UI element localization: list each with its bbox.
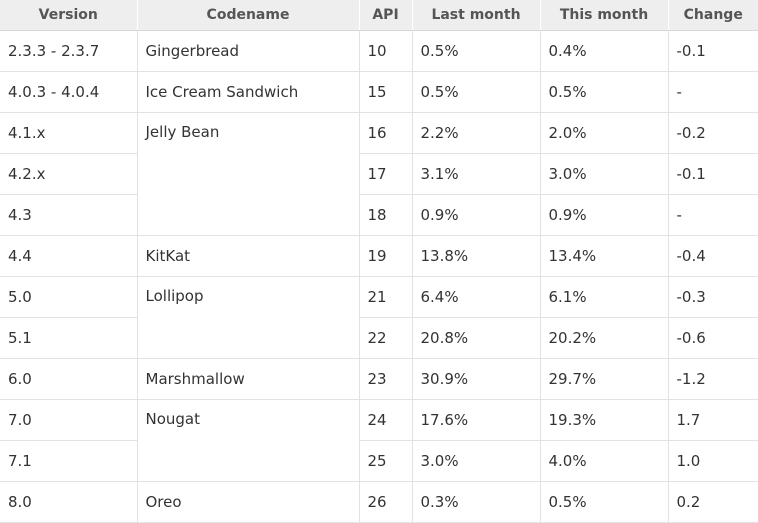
api-cell: 26 bbox=[358, 480, 413, 523]
column-header-version: Version bbox=[0, 0, 138, 31]
table-row: 8.0 Oreo 26 0.3% 0.5% 0.2 bbox=[0, 480, 758, 523]
codename-cell: Lollipop bbox=[136, 275, 360, 359]
table-row: 4.1.x Jelly Bean 16 2.2% 2.0% -0.2 bbox=[0, 111, 758, 236]
last-month-cell: 13.8% bbox=[411, 234, 541, 277]
change-cell: -0.1 bbox=[667, 29, 758, 72]
column-header-change: Change bbox=[668, 0, 758, 31]
codename-cell: Nougat bbox=[136, 398, 360, 482]
change-cell: -0.3 bbox=[667, 275, 758, 318]
table-row: 4.2.x 17 3.1% 3.0% -0.1 bbox=[0, 152, 758, 195]
version-cell: 6.0 bbox=[0, 357, 138, 400]
version-cell: 4.2.x bbox=[0, 152, 138, 195]
this-month-cell: 29.7% bbox=[539, 357, 669, 400]
this-month-cell: 13.4% bbox=[539, 234, 669, 277]
api-cell: 21 bbox=[358, 275, 413, 318]
codename-cell: Gingerbread bbox=[136, 29, 360, 72]
api-cell: 16 bbox=[358, 111, 413, 154]
last-month-cell: 0.5% bbox=[411, 70, 541, 113]
this-month-cell: 4.0% bbox=[539, 439, 669, 482]
change-cell: 1.7 bbox=[667, 398, 758, 441]
last-month-cell: 3.0% bbox=[411, 439, 541, 482]
this-month-cell: 19.3% bbox=[539, 398, 669, 441]
codename-cell: Ice Cream Sandwich bbox=[136, 70, 360, 113]
api-cell: 10 bbox=[358, 29, 413, 72]
this-month-cell: 0.4% bbox=[539, 29, 669, 72]
table-row: 7.0 Nougat 24 17.6% 19.3% 1.7 bbox=[0, 398, 758, 482]
version-cell: 5.1 bbox=[0, 316, 138, 359]
version-cell: 7.1 bbox=[0, 439, 138, 482]
table-row: 5.1 22 20.8% 20.2% -0.6 bbox=[0, 316, 758, 359]
api-cell: 17 bbox=[358, 152, 413, 195]
api-cell: 22 bbox=[358, 316, 413, 359]
change-cell: -0.2 bbox=[667, 111, 758, 154]
last-month-cell: 0.5% bbox=[411, 29, 541, 72]
last-month-cell: 3.1% bbox=[411, 152, 541, 195]
version-cell: 4.3 bbox=[0, 193, 138, 236]
change-cell: - bbox=[667, 70, 758, 113]
version-cell: 5.0 bbox=[0, 275, 138, 318]
column-header-last-month: Last month bbox=[412, 0, 541, 31]
last-month-cell: 0.9% bbox=[411, 193, 541, 236]
last-month-cell: 17.6% bbox=[411, 398, 541, 441]
table-row: 4.4 KitKat 19 13.8% 13.4% -0.4 bbox=[0, 234, 758, 277]
last-month-cell: 6.4% bbox=[411, 275, 541, 318]
this-month-cell: 3.0% bbox=[539, 152, 669, 195]
version-cell: 4.1.x bbox=[0, 111, 138, 154]
api-cell: 19 bbox=[358, 234, 413, 277]
version-cell: 2.3.3 - 2.3.7 bbox=[0, 29, 138, 72]
table-row: 5.0 Lollipop 21 6.4% 6.1% -0.3 bbox=[0, 275, 758, 359]
api-cell: 23 bbox=[358, 357, 413, 400]
api-cell: 25 bbox=[358, 439, 413, 482]
api-cell: 15 bbox=[358, 70, 413, 113]
change-cell: 1.0 bbox=[667, 439, 758, 482]
version-cell: 8.0 bbox=[0, 480, 138, 523]
this-month-cell: 0.5% bbox=[539, 70, 669, 113]
table-row: 6.0 Marshmallow 23 30.9% 29.7% -1.2 bbox=[0, 357, 758, 400]
change-cell: -0.4 bbox=[667, 234, 758, 277]
this-month-cell: 6.1% bbox=[539, 275, 669, 318]
change-cell: -1.2 bbox=[667, 357, 758, 400]
this-month-cell: 20.2% bbox=[539, 316, 669, 359]
codename-cell: Oreo bbox=[136, 480, 360, 523]
version-cell: 4.0.3 - 4.0.4 bbox=[0, 70, 138, 113]
last-month-cell: 2.2% bbox=[411, 111, 541, 154]
codename-cell: Jelly Bean bbox=[136, 111, 360, 236]
table-row: 2.3.3 - 2.3.7 Gingerbread 10 0.5% 0.4% -… bbox=[0, 29, 758, 72]
version-cell: 4.4 bbox=[0, 234, 138, 277]
this-month-cell: 2.0% bbox=[539, 111, 669, 154]
this-month-cell: 0.5% bbox=[539, 480, 669, 523]
last-month-cell: 30.9% bbox=[411, 357, 541, 400]
version-cell: 7.0 bbox=[0, 398, 138, 441]
table-row: 4.0.3 - 4.0.4 Ice Cream Sandwich 15 0.5%… bbox=[0, 70, 758, 113]
table-header-row: Version Codename API Last month This mon… bbox=[0, 0, 758, 31]
codename-cell: Marshmallow bbox=[136, 357, 360, 400]
table-row: 4.3 18 0.9% 0.9% - bbox=[0, 193, 758, 236]
column-header-codename: Codename bbox=[137, 0, 360, 31]
change-cell: - bbox=[667, 193, 758, 236]
column-header-this-month: This month bbox=[540, 0, 669, 31]
change-cell: -0.1 bbox=[667, 152, 758, 195]
column-header-api: API bbox=[359, 0, 413, 31]
codename-cell: KitKat bbox=[136, 234, 360, 277]
api-cell: 18 bbox=[358, 193, 413, 236]
table-row: 7.1 25 3.0% 4.0% 1.0 bbox=[0, 439, 758, 482]
this-month-cell: 0.9% bbox=[539, 193, 669, 236]
last-month-cell: 20.8% bbox=[411, 316, 541, 359]
api-cell: 24 bbox=[358, 398, 413, 441]
change-cell: -0.6 bbox=[667, 316, 758, 359]
change-cell: 0.2 bbox=[667, 480, 758, 523]
last-month-cell: 0.3% bbox=[411, 480, 541, 523]
